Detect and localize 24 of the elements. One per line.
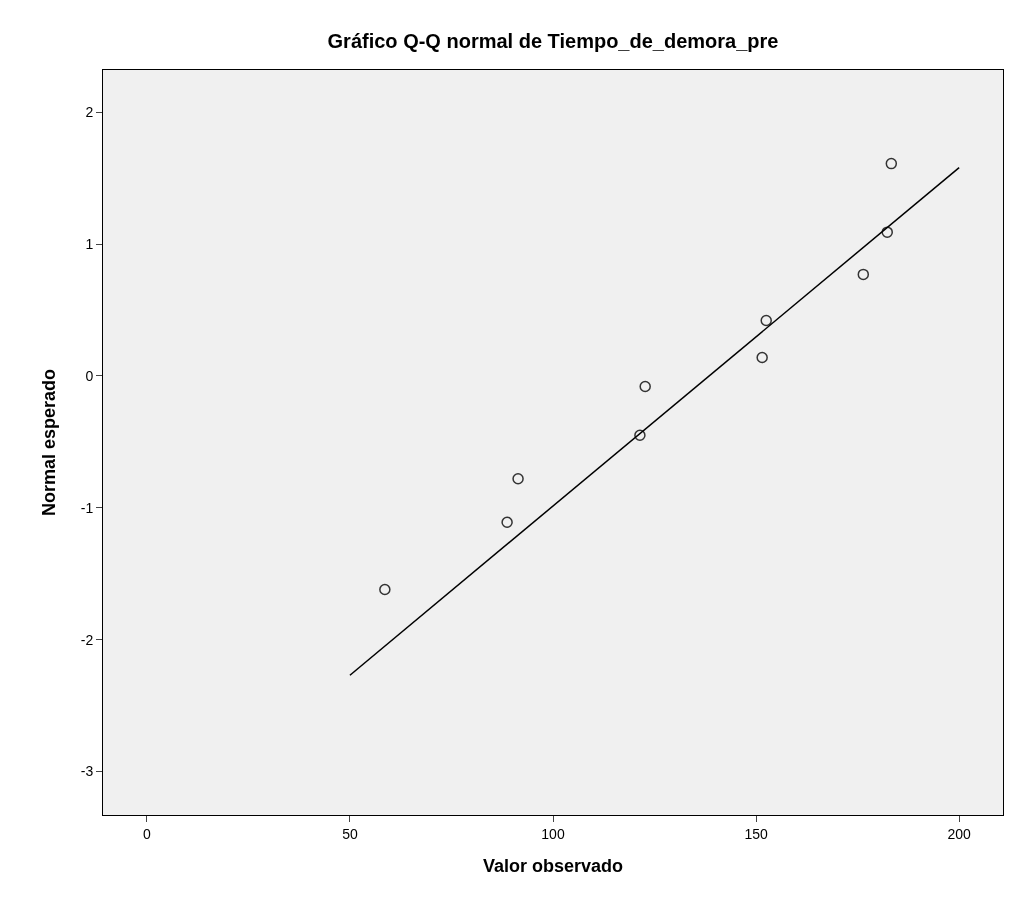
point — [756, 351, 768, 364]
chart-title: Gráfico Q-Q normal de Tiempo_de_demora_pre — [327, 30, 779, 53]
point — [634, 429, 646, 441]
y-tick-label: -3 — [80, 763, 94, 780]
x-tick-label: 150 — [744, 825, 768, 842]
y-tick-label: -1 — [80, 499, 94, 516]
y-tick-label: 2 — [85, 104, 94, 121]
x-tick-label: 50 — [342, 825, 358, 842]
point — [501, 516, 513, 529]
x-tick-label: 0 — [142, 825, 151, 842]
x-tick-label: 200 — [947, 825, 972, 842]
point — [881, 226, 893, 238]
point — [639, 380, 651, 393]
y-tick-label: 0 — [85, 367, 94, 384]
point — [885, 157, 898, 170]
point — [760, 314, 772, 327]
y-axis-title: Normal esperado — [38, 368, 59, 517]
point — [379, 583, 391, 596]
x-axis-title: Valor observado — [482, 855, 624, 876]
y-tick-label: 1 — [85, 235, 94, 252]
y-tick-label: -2 — [80, 631, 94, 648]
point — [857, 268, 870, 281]
x-tick-label: 100 — [541, 825, 565, 842]
point — [512, 473, 524, 485]
